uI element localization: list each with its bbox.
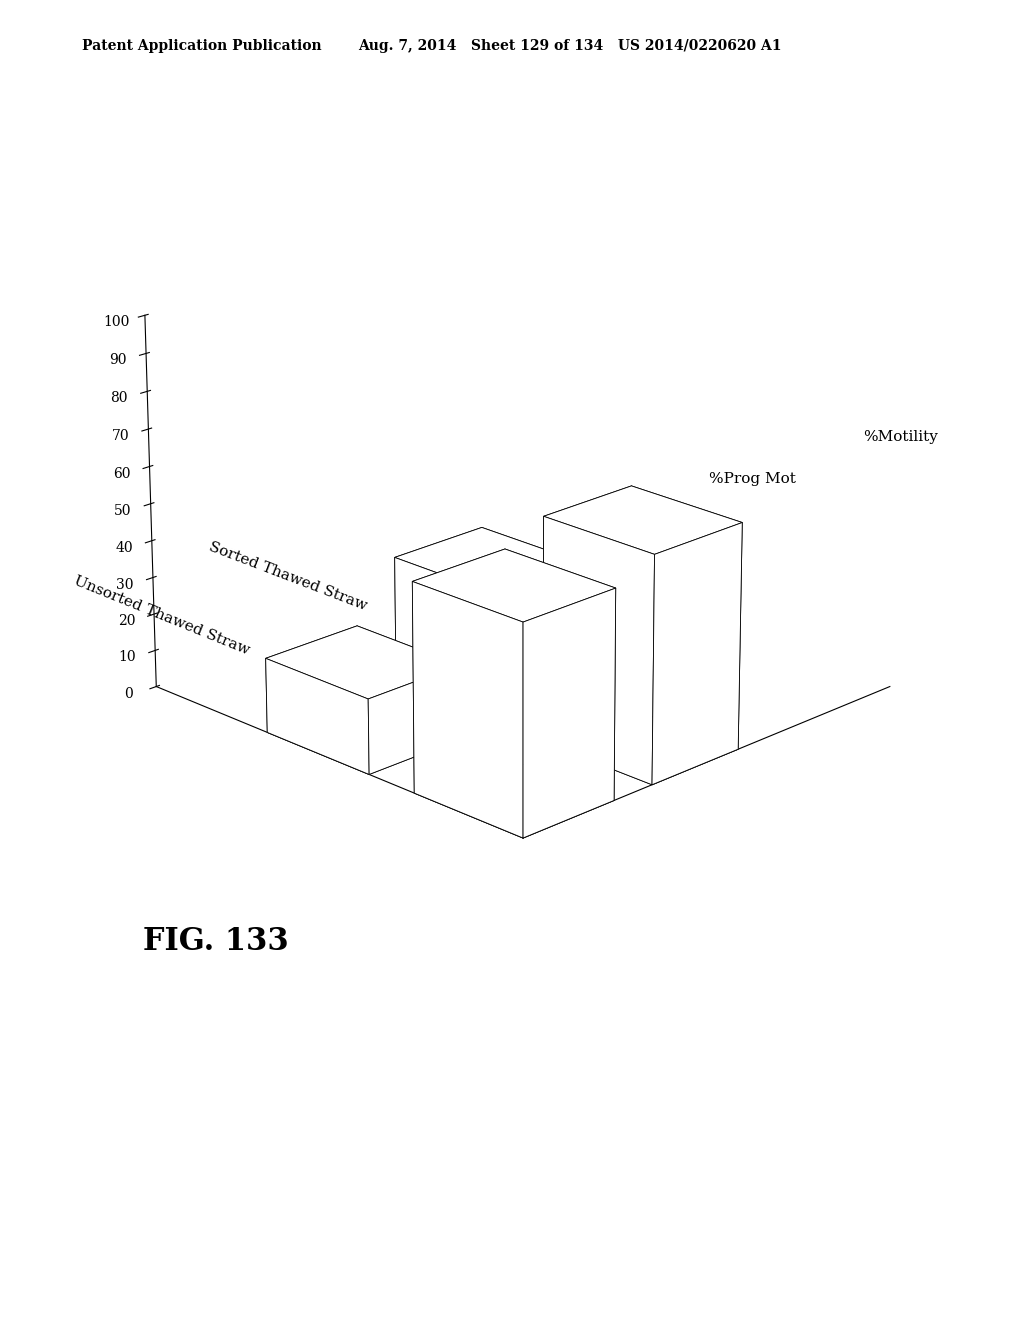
Text: Patent Application Publication: Patent Application Publication — [82, 40, 322, 53]
Text: Aug. 7, 2014   Sheet 129 of 134   US 2014/0220620 A1: Aug. 7, 2014 Sheet 129 of 134 US 2014/02… — [358, 40, 782, 53]
Text: FIG. 133: FIG. 133 — [143, 927, 289, 957]
